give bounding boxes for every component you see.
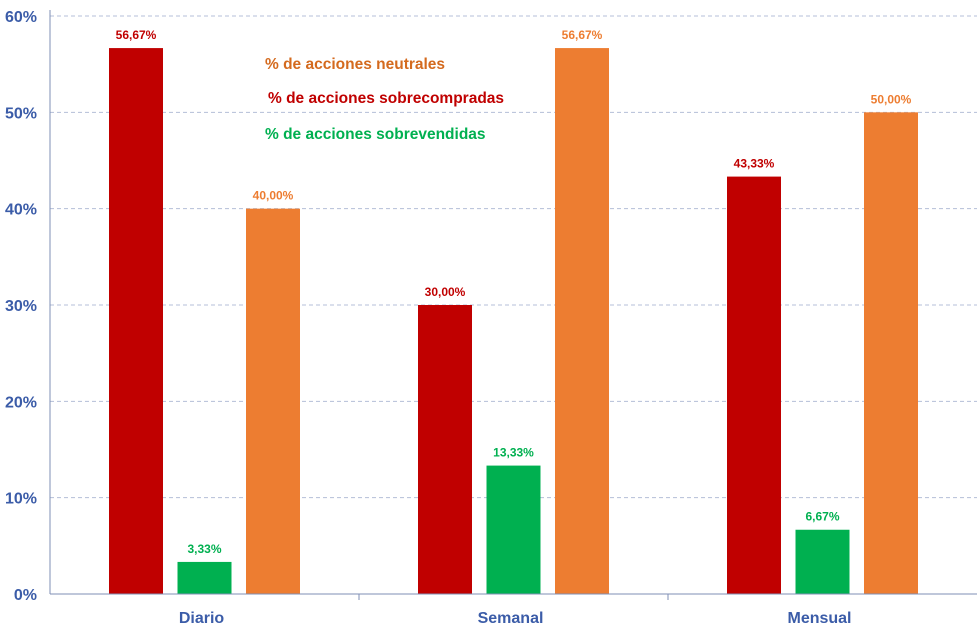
legend-entry: % de acciones neutrales — [265, 56, 445, 73]
bar — [109, 48, 163, 595]
bar — [246, 208, 300, 594]
bar — [418, 305, 472, 594]
x-axis: Diario Semanal Mensual — [50, 593, 977, 627]
bar — [727, 176, 781, 595]
y-axis: 0% 10% 20% 30% 40% 50% 60% — [5, 9, 51, 604]
data-label: 6,67% — [805, 510, 839, 524]
data-label: 13,33% — [493, 446, 534, 460]
y-tick-label: 20% — [5, 394, 37, 411]
gridlines — [50, 15, 977, 499]
y-tick-label: 60% — [5, 9, 37, 26]
x-tick-label: Mensual — [787, 610, 851, 627]
y-tick-label: 0% — [14, 587, 37, 604]
bar — [555, 48, 609, 595]
data-label: 50,00% — [871, 92, 912, 106]
bars — [109, 48, 918, 595]
x-tick-label: Diario — [179, 610, 225, 627]
data-label: 56,67% — [562, 28, 603, 42]
x-tick-label: Semanal — [478, 610, 544, 627]
y-tick-label: 50% — [5, 105, 37, 122]
legend-entry: % de acciones sobrevendidas — [265, 126, 486, 143]
data-label: 3,33% — [187, 542, 221, 556]
y-tick-label: 40% — [5, 202, 37, 219]
bar — [864, 112, 918, 594]
data-label: 30,00% — [425, 285, 466, 299]
legend-entry: % de acciones sobrecompradas — [268, 90, 504, 107]
bar — [795, 529, 850, 594]
data-label: 40,00% — [253, 189, 294, 203]
data-label: 56,67% — [116, 28, 157, 42]
bar — [486, 465, 541, 594]
y-tick-label: 30% — [5, 298, 37, 315]
data-labels: 56,67% 3,33% 40,00% 30,00% 13,33% 56,67% 43,33… — [116, 28, 912, 556]
data-label: 43,33% — [734, 157, 775, 171]
bar — [177, 561, 232, 594]
y-tick-label: 10% — [5, 491, 37, 508]
legend: % de acciones neutrales % de acciones sob… — [265, 56, 504, 143]
